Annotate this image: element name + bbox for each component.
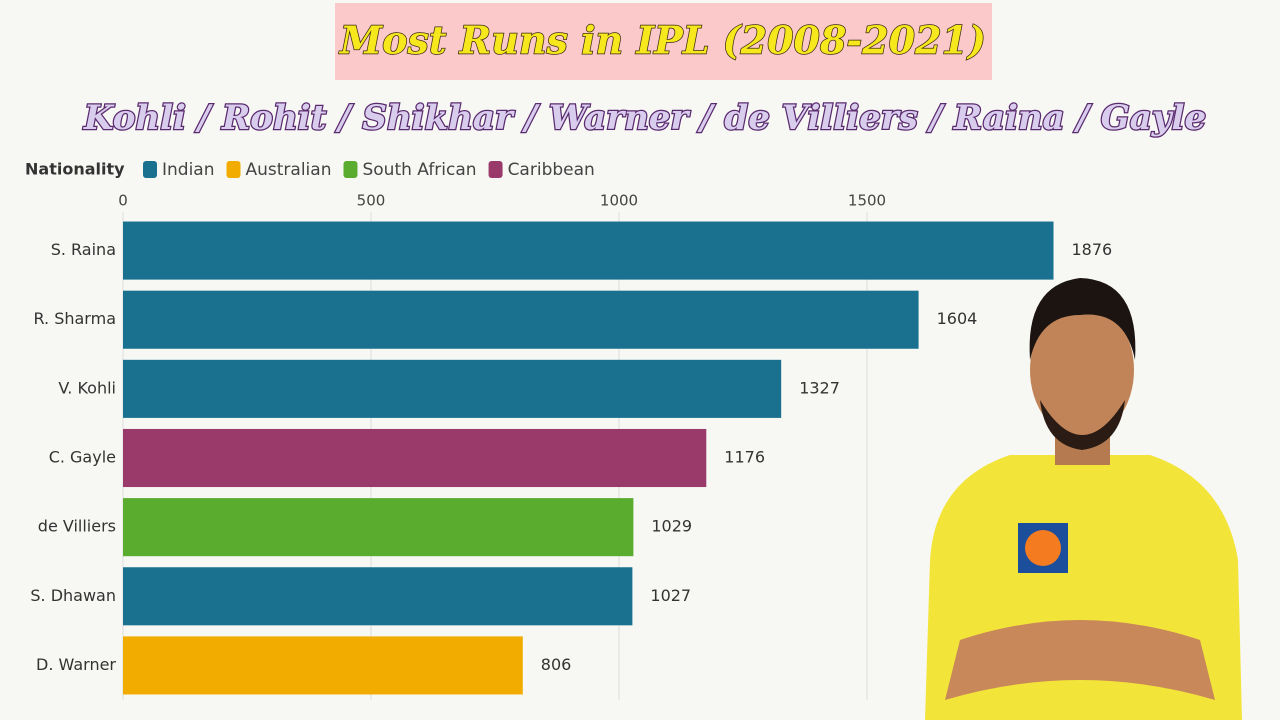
- y-tick-label: de Villiers: [38, 517, 116, 536]
- y-tick-label: S. Dhawan: [30, 586, 116, 605]
- x-tick-label: 1500: [848, 192, 886, 210]
- chart-title: Most Runs in IPL (2008-2021): [338, 18, 986, 63]
- value-label: 1876: [1071, 240, 1112, 259]
- y-tick-label: D. Warner: [36, 655, 116, 674]
- y-tick-label: V. Kohli: [58, 378, 116, 397]
- legend-label: South African: [362, 160, 476, 180]
- bar: [123, 636, 523, 695]
- x-tick-label: 1000: [600, 192, 638, 210]
- legend-swatch: [488, 161, 503, 178]
- value-label: 1327: [799, 378, 840, 397]
- legend-label: Caribbean: [508, 160, 595, 180]
- legend-label: Indian: [162, 160, 215, 180]
- bar: [123, 359, 782, 418]
- y-tick-label: C. Gayle: [49, 448, 116, 467]
- bar: [123, 567, 633, 626]
- value-label: 1029: [651, 517, 692, 536]
- player-photo: [925, 278, 1242, 720]
- bar: [123, 290, 919, 349]
- plot-area: 0 500 1000 1500 Indian Australian South Africa…: [30, 160, 1112, 700]
- value-label: 1027: [650, 586, 691, 605]
- legend-swatch: [143, 161, 157, 178]
- legend-swatch: [343, 161, 358, 178]
- bar: [123, 221, 1054, 280]
- title-banner: [335, 3, 992, 80]
- value-label: 1176: [724, 448, 765, 467]
- bar: [123, 498, 634, 557]
- y-tick-label: R. Sharma: [33, 309, 116, 328]
- value-label: 1604: [937, 309, 978, 328]
- value-label: 806: [541, 655, 572, 674]
- chart-subtitle: Kohli / Rohit / Shikhar / Warner / de Vi…: [83, 98, 1206, 138]
- y-tick-label: S. Raina: [51, 240, 116, 259]
- legend-label: Australian: [246, 160, 332, 180]
- legend-title: Nationality: [25, 160, 125, 179]
- x-tick-label: 0: [118, 192, 128, 210]
- bar: [123, 428, 707, 488]
- legend-swatch: [226, 161, 241, 178]
- x-tick-label: 500: [357, 192, 386, 210]
